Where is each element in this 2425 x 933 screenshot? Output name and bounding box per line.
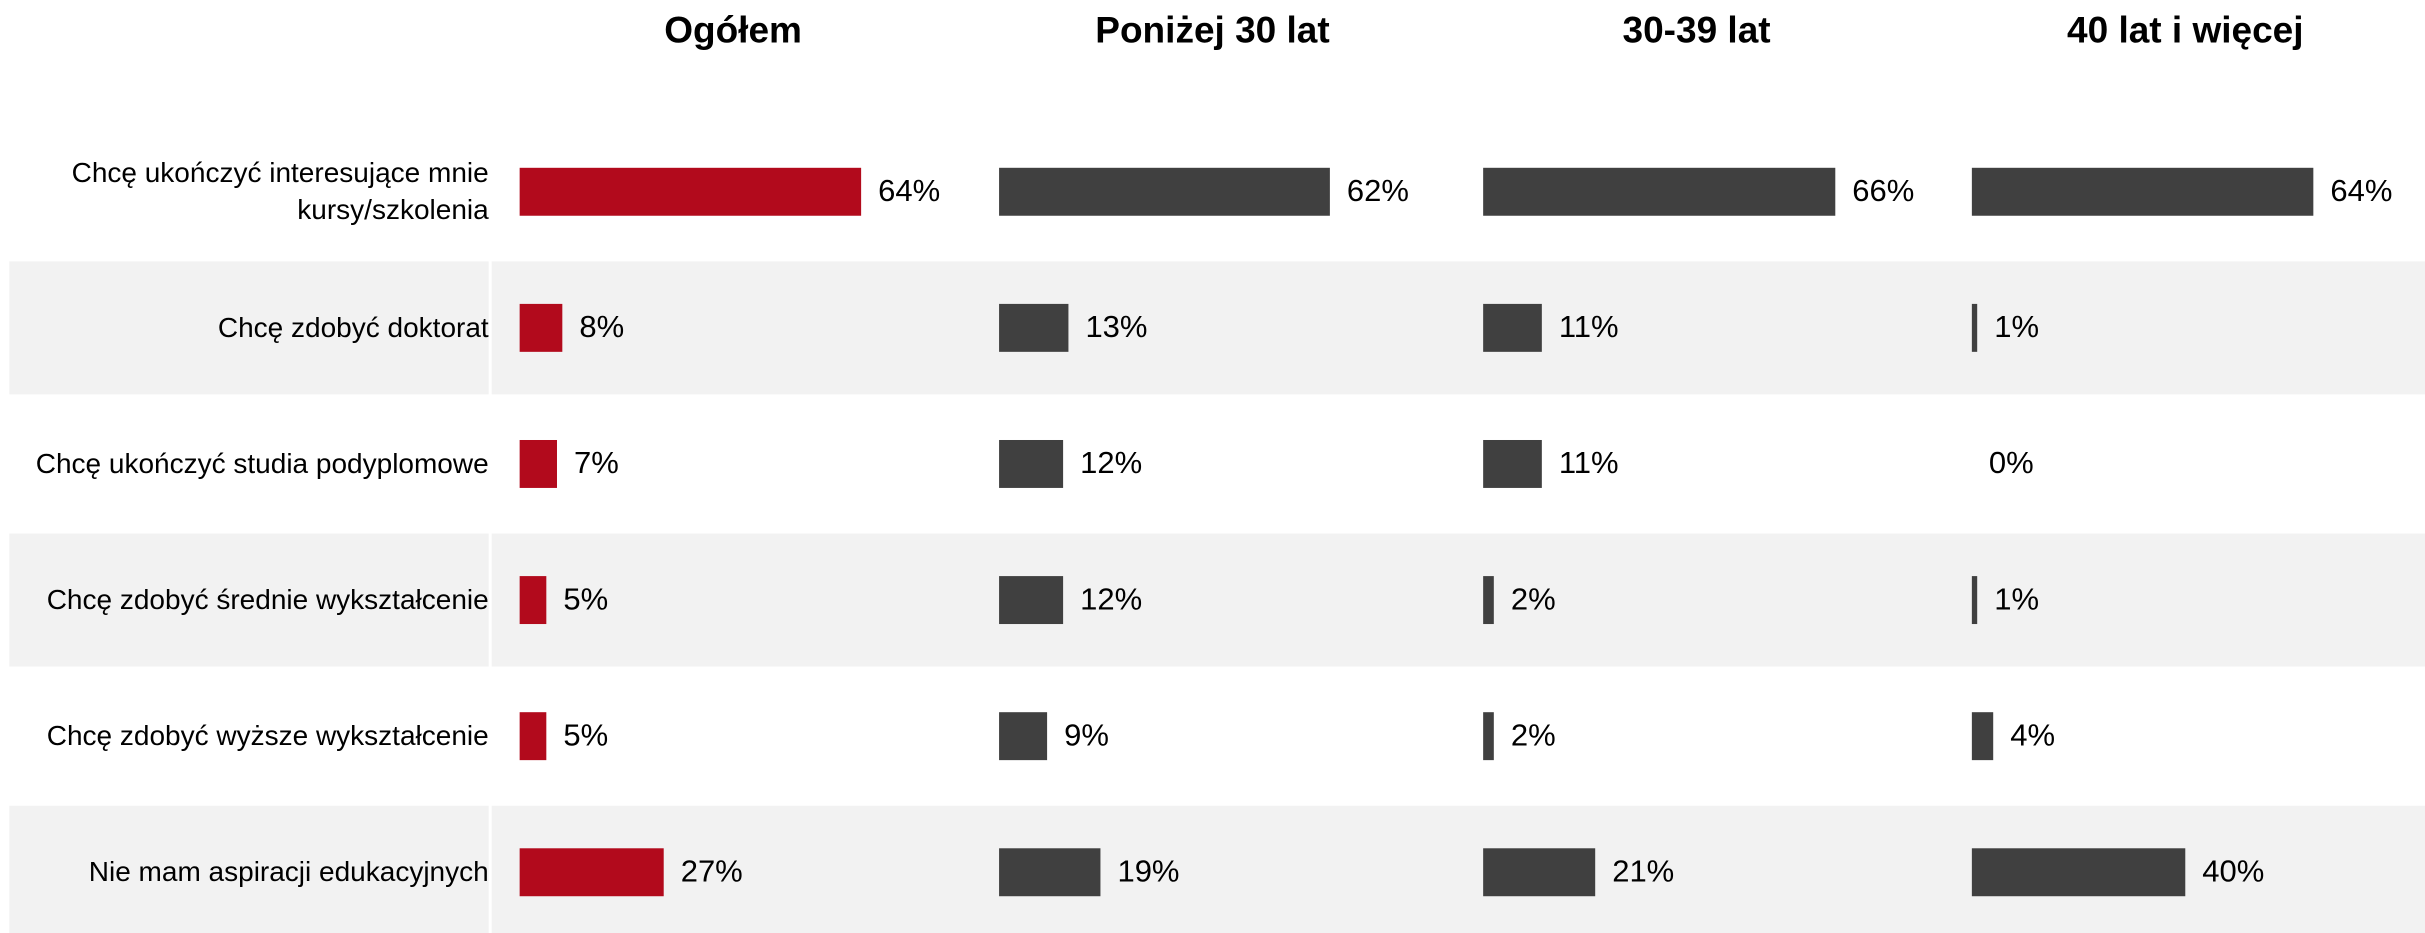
panel-title: Poniżej 30 lat (1095, 9, 1329, 50)
row-band (9, 533, 2425, 667)
value-label: 2% (1511, 717, 1556, 752)
bar (1483, 848, 1596, 897)
bar (519, 439, 557, 488)
value-label: 9% (1064, 717, 1109, 752)
value-label: 8% (579, 309, 624, 344)
bar (999, 439, 1064, 488)
bar (519, 167, 862, 216)
bar (999, 576, 1064, 625)
bar (519, 576, 547, 625)
value-label: 62% (1347, 173, 1409, 208)
bar (1483, 576, 1494, 625)
bar (999, 167, 1330, 216)
bar (1971, 848, 2186, 897)
value-label: 19% (1117, 853, 1179, 888)
value-label: 1% (1994, 309, 2039, 344)
value-label: 40% (2202, 853, 2264, 888)
value-label: 4% (2010, 717, 2055, 752)
value-label: 2% (1511, 581, 1556, 616)
panel-title: 40 lat i więcej (2067, 9, 2304, 50)
bar (999, 303, 1069, 352)
separator (488, 0, 492, 933)
panel-title: 30-39 lat (1623, 9, 1771, 50)
value-label: 5% (563, 581, 608, 616)
value-label: 5% (563, 717, 608, 752)
value-label: 64% (878, 173, 940, 208)
value-label: 11% (1559, 445, 1619, 480)
category-label: Chcę ukończyć interesujące mnie kursy/sz… (71, 157, 489, 225)
category-label: Chcę zdobyć doktorat (217, 311, 489, 343)
value-label: 1% (1994, 581, 2039, 616)
value-label: 13% (1085, 309, 1147, 344)
panel-title: Ogółem (664, 9, 802, 50)
bar (1483, 303, 1542, 352)
bar (1971, 303, 1978, 352)
bar (1971, 576, 1978, 625)
bar (999, 848, 1101, 897)
bar (1971, 167, 2314, 216)
bar (1483, 167, 1836, 216)
value-label: 11% (1559, 309, 1619, 344)
value-label: 27% (681, 853, 743, 888)
value-label: 0% (1989, 445, 2034, 480)
bar (999, 712, 1048, 761)
value-label: 12% (1080, 581, 1142, 616)
category-label: Chcę zdobyć średnie wykształcenie (46, 583, 489, 615)
category-label: Chcę zdobyć wyższe wykształcenie (46, 719, 489, 751)
row-band (9, 261, 2425, 395)
value-label: 12% (1080, 445, 1142, 480)
value-label: 66% (1852, 173, 1914, 208)
value-label: 21% (1612, 853, 1674, 888)
value-label: 7% (574, 445, 619, 480)
bar (519, 712, 547, 761)
category-label: Chcę ukończyć studia podyplomowe (35, 447, 489, 479)
bar (1483, 439, 1542, 488)
bar (519, 848, 664, 897)
bar (519, 303, 563, 352)
bar (1971, 712, 1994, 761)
bar (1483, 712, 1494, 761)
value-label: 64% (2330, 173, 2392, 208)
category-label: Nie mam aspiracji edukacyjnych (88, 856, 489, 888)
